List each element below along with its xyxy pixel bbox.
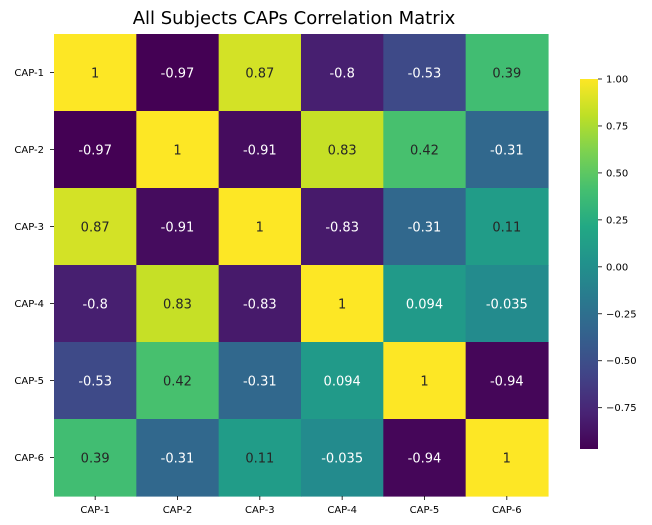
heatmap-cell xyxy=(136,419,220,497)
heatmap-cell xyxy=(54,34,137,112)
col-tick-label: CAP-2 xyxy=(163,505,193,516)
cell-value-label: -0.53 xyxy=(78,375,112,390)
col-tick-label: CAP-6 xyxy=(492,505,522,516)
cell-value-label: -0.53 xyxy=(408,67,442,82)
colorbar-tick-label: 1.00 xyxy=(606,75,628,86)
heatmap-cell xyxy=(300,188,384,266)
cell-value-label: 1 xyxy=(503,452,511,467)
cell-value-label: 1 xyxy=(91,67,99,82)
heatmap-cell xyxy=(136,188,220,266)
cell-value-label: 0.39 xyxy=(492,67,521,82)
colorbar-tick-label: 0.25 xyxy=(606,215,628,226)
cell-value-label: -0.97 xyxy=(78,144,112,159)
cell-value-label: -0.31 xyxy=(490,144,524,159)
cell-value-label: -0.83 xyxy=(325,221,359,236)
cell-value-label: -0.94 xyxy=(490,375,524,390)
heatmap-cell xyxy=(465,188,549,266)
heatmap-cell xyxy=(218,188,302,266)
cell-value-label: 0.42 xyxy=(163,375,192,390)
heatmap-cell xyxy=(383,111,467,189)
cell-value-label: 0.87 xyxy=(81,221,110,236)
heatmap-cell xyxy=(136,34,220,112)
row-tick-label: CAP-2 xyxy=(14,145,44,156)
cell-value-label: 0.87 xyxy=(245,67,274,82)
cell-value-label: 1 xyxy=(420,375,428,390)
heatmap-cell xyxy=(218,111,302,189)
col-tick-label: CAP-4 xyxy=(327,505,357,516)
row-tick-label: CAP-3 xyxy=(14,222,44,233)
colorbar-gradient xyxy=(580,79,598,449)
cell-value-label: 1 xyxy=(256,221,264,236)
cell-value-label: 1 xyxy=(173,144,181,159)
heatmap-cell xyxy=(54,188,137,266)
row-tick-label: CAP-4 xyxy=(14,299,44,310)
cell-value-label: -0.8 xyxy=(329,67,354,82)
heatmap-cell xyxy=(465,265,549,343)
heatmap-cell xyxy=(383,188,467,266)
heatmap-cell xyxy=(218,419,302,497)
heatmap-cell xyxy=(465,342,549,420)
cell-value-label: 0.094 xyxy=(406,298,443,313)
heatmap-cell xyxy=(383,34,467,112)
heatmap-cell xyxy=(465,419,549,497)
heatmap-cell xyxy=(54,419,137,497)
cell-value-label: -0.91 xyxy=(161,221,195,236)
heatmap-cell xyxy=(54,265,137,343)
cell-value-label: 1 xyxy=(338,298,346,313)
heatmap-cell xyxy=(300,342,384,420)
cell-value-label: 0.83 xyxy=(163,298,192,313)
row-tick-label: CAP-5 xyxy=(14,376,44,387)
colorbar-tick-label: −0.25 xyxy=(606,309,637,320)
colorbar-tick-label: 0.00 xyxy=(606,262,628,273)
heatmap-cell xyxy=(465,111,549,189)
heatmap-cell xyxy=(218,34,302,112)
heatmap-cell xyxy=(300,111,384,189)
cell-value-label: 0.094 xyxy=(324,375,361,390)
cell-value-label: -0.31 xyxy=(243,375,277,390)
heatmap-cell xyxy=(54,342,137,420)
cell-value-label: -0.31 xyxy=(161,452,195,467)
heatmap-cell xyxy=(136,342,220,420)
heatmap-cell xyxy=(218,265,302,343)
cell-value-label: 0.39 xyxy=(81,452,110,467)
cell-value-label: -0.97 xyxy=(161,67,195,82)
heatmap-cell xyxy=(54,111,137,189)
heatmap-cell xyxy=(300,265,384,343)
col-tick-label: CAP-5 xyxy=(410,505,440,516)
heatmap-cell xyxy=(465,34,549,112)
col-tick-label: CAP-1 xyxy=(80,505,110,516)
heatmap-cell xyxy=(383,419,467,497)
heatmap-cell xyxy=(383,342,467,420)
chart-title: All Subjects CAPs Correlation Matrix xyxy=(133,8,456,29)
heatmap-cell xyxy=(300,419,384,497)
cell-value-label: 0.11 xyxy=(245,452,274,467)
colorbar-tick-label: −0.50 xyxy=(606,356,637,367)
cell-value-label: -0.94 xyxy=(408,452,442,467)
cell-value-label: 0.11 xyxy=(492,221,521,236)
cell-value-label: -0.31 xyxy=(408,221,442,236)
row-tick-labels: CAP-1 CAP-2 CAP-3 CAP-4 CAP-5 CAP-6 xyxy=(14,68,54,464)
colorbar-tick-label: 0.75 xyxy=(606,121,628,132)
heatmap-cell xyxy=(383,265,467,343)
heatmap-cells: 1 -0.97 0.87 -0.8 -0.53 0.39 -0.97 1 -0.91 0.83 0.… xyxy=(54,34,549,497)
colorbar: 1.00 0.75 0.50 0.25 0.00 −0.25 −0.50 −0.75 xyxy=(580,75,637,449)
cell-value-label: -0.91 xyxy=(243,144,277,159)
colorbar-tick-label: −0.75 xyxy=(606,403,637,414)
cell-value-label: -0.035 xyxy=(486,298,528,313)
cell-value-label: 0.83 xyxy=(328,144,357,159)
heatmap-cell xyxy=(136,265,220,343)
heatmap-cell xyxy=(300,34,384,112)
colorbar-tick-label: 0.50 xyxy=(606,168,628,179)
cell-value-label: 0.42 xyxy=(410,144,439,159)
heatmap-cell xyxy=(218,342,302,420)
cell-value-label: -0.83 xyxy=(243,298,277,313)
row-tick-label: CAP-1 xyxy=(14,68,44,79)
heatmap-cell xyxy=(136,111,220,189)
row-tick-label: CAP-6 xyxy=(14,453,44,464)
col-tick-labels: CAP-1 CAP-2 CAP-3 CAP-4 CAP-5 CAP-6 xyxy=(80,496,522,516)
cell-value-label: -0.035 xyxy=(321,452,363,467)
cell-value-label: -0.8 xyxy=(82,298,107,313)
col-tick-label: CAP-3 xyxy=(245,505,275,516)
